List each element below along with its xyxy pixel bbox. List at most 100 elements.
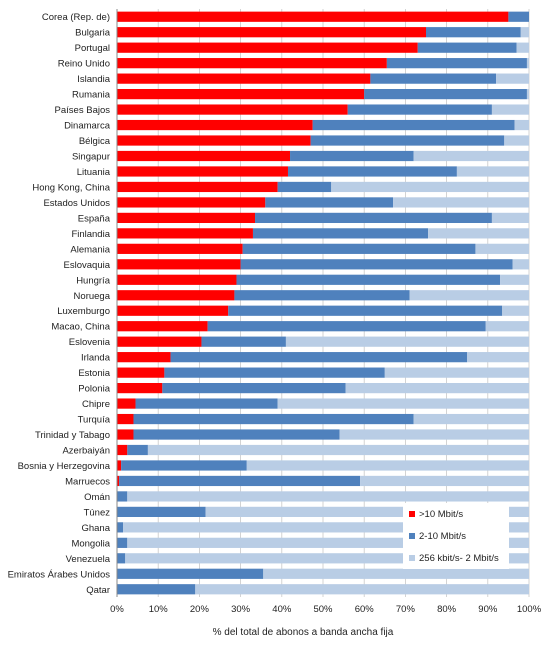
bar-segment [147, 444, 529, 456]
x-tick-label: 0% [110, 604, 124, 615]
bar-segment [207, 321, 486, 332]
bar-segment [502, 305, 529, 316]
bar-segment [117, 181, 278, 193]
bar-segment [409, 290, 529, 301]
bar-segment [195, 584, 529, 595]
bar-segment [512, 259, 529, 270]
x-tick-label: 70% [396, 604, 416, 615]
bar-segment [514, 119, 529, 131]
x-tick-labels: 0% 10% 20% 30% 40% 50% 60% 70% 80% 90% 100% [110, 604, 542, 615]
bar-segment [117, 506, 206, 518]
legend-swatch [409, 511, 415, 517]
bar-segment [117, 460, 122, 471]
bar-segment [426, 27, 521, 38]
category-label: Mongolia [71, 538, 110, 549]
bar-segment [117, 73, 371, 84]
bar-segment [170, 352, 468, 363]
bar-segment [123, 522, 530, 533]
bar-segment [201, 336, 286, 347]
legend-label: 256 kbit/s- 2 Mbit/s [419, 553, 499, 564]
category-label: Finlandia [71, 229, 110, 240]
bar-segment [117, 228, 253, 239]
category-label: Hong Kong, China [32, 182, 110, 193]
category-label: Islandia [77, 74, 110, 85]
bar-segment [386, 58, 527, 69]
bar-segment [117, 104, 348, 115]
bar-segment [252, 228, 429, 239]
bar-segment [117, 274, 237, 285]
bar-segment [117, 537, 128, 548]
x-tick-label: 80% [437, 604, 457, 615]
bar-segment [117, 568, 264, 579]
bar-segment [117, 475, 120, 487]
bar-segment [364, 88, 527, 100]
bar-segment [516, 42, 529, 53]
x-tick-label: 20% [190, 604, 210, 615]
category-label: Bosnia y Herzegovina [18, 461, 111, 472]
category-label: Noruega [74, 291, 111, 302]
bar-segment [121, 460, 247, 471]
category-label: Polonia [78, 384, 110, 395]
bar-segment [265, 197, 394, 208]
legend-swatch [409, 533, 415, 539]
bar-segment [117, 166, 288, 177]
category-label: Qatar [86, 585, 110, 596]
bar-segment [127, 537, 530, 548]
bar-segment [117, 259, 241, 270]
category-label: Hungría [76, 275, 111, 286]
category-label: Chipre [82, 399, 110, 410]
category-label: Corea (Rep. de) [42, 12, 110, 23]
x-tick-label: 90% [478, 604, 498, 615]
bar-segment [117, 398, 136, 409]
bar-segment [504, 135, 529, 146]
category-label: Trinidad y Tabago [35, 430, 110, 441]
bar-segment [467, 352, 529, 363]
bar-segment [127, 491, 530, 502]
bar-segment [117, 119, 313, 131]
bar-segment [117, 27, 426, 38]
bar-segment [117, 150, 291, 162]
bar-segment [117, 58, 387, 69]
legend-swatch [409, 555, 415, 561]
category-label: Turquía [78, 415, 111, 426]
category-label: Eslovaquia [64, 260, 111, 271]
bar-segment [127, 444, 148, 456]
bar-segment [236, 274, 501, 285]
bar-segment [428, 228, 529, 239]
bar-segment [246, 460, 529, 471]
bar-segment [312, 119, 515, 131]
category-label: Estonia [78, 368, 110, 379]
bar-segment [290, 150, 414, 162]
category-label: Emiratos Árabes Unidos [8, 569, 111, 580]
bar-segment [277, 181, 332, 193]
category-label: Estados Unidos [43, 198, 110, 209]
bar-segment [331, 181, 529, 193]
bar-segment [117, 382, 163, 394]
bar-segment [117, 212, 256, 224]
bar-segment [491, 212, 529, 224]
bar-segment [413, 150, 529, 162]
bar-segment [117, 352, 171, 363]
category-label: Azerbaiyán [62, 446, 110, 457]
category-label: Dinamarca [64, 121, 111, 132]
bar-segment [117, 491, 128, 502]
bar-segment [162, 382, 346, 394]
legend-box [403, 503, 509, 569]
category-label: Singapur [72, 152, 110, 163]
category-label: España [78, 213, 111, 224]
bar-segment [117, 243, 243, 254]
bar-segment [526, 88, 529, 100]
bar-segment [456, 166, 529, 177]
bar-segment [228, 305, 503, 316]
x-tick-label: 30% [231, 604, 251, 615]
bar-segment [475, 243, 529, 254]
x-tick-label: 50% [313, 604, 333, 615]
bar-segment [117, 42, 418, 53]
bars [117, 11, 530, 595]
bar-segment [413, 413, 529, 425]
x-tick-label: 100% [517, 604, 542, 615]
legend-label: 2-10 Mbit/s [419, 531, 466, 542]
category-label: Eslovenia [69, 337, 111, 348]
category-label: Bulgaria [75, 28, 111, 39]
